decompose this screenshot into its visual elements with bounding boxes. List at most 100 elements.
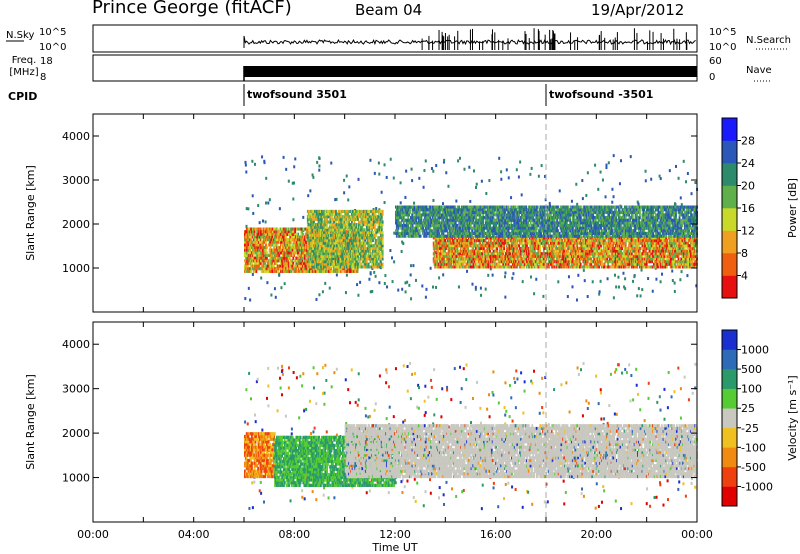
echo-cell [289, 232, 292, 236]
echo-cell [326, 260, 329, 264]
echo-cell [303, 261, 306, 265]
echo-cell [312, 175, 315, 179]
echo-cell [457, 159, 460, 163]
echo-cell [605, 163, 608, 167]
echo-cell [322, 241, 325, 245]
echo-cell [297, 227, 300, 231]
echo-cell [306, 254, 309, 258]
echo-cell [256, 264, 259, 268]
echo-cell [311, 252, 314, 256]
echo-cell [326, 246, 329, 250]
echo-cell [301, 269, 304, 273]
echo-cell [349, 231, 351, 235]
echo-cell [488, 179, 491, 183]
echo-cell [251, 159, 254, 163]
echo-cell [293, 253, 296, 257]
echo-cell [598, 292, 601, 296]
echo-cell [339, 215, 342, 219]
echo-cell [371, 289, 374, 293]
echo-cell [293, 264, 296, 268]
echo-cell [442, 202, 445, 206]
echo-cell [274, 243, 277, 247]
echo-cell [279, 264, 281, 268]
echo-cell [325, 215, 328, 219]
echo-cell [313, 220, 315, 224]
echo-cell [320, 225, 322, 229]
echo-cell [318, 252, 321, 256]
echo-cell [273, 227, 276, 231]
echo-cell [675, 164, 678, 168]
echo-cell [321, 212, 324, 216]
echo-cell [408, 283, 411, 287]
echo-cell [543, 239, 546, 243]
echo-cell [312, 212, 314, 216]
echo-cell [311, 225, 314, 229]
echo-cell [438, 276, 441, 280]
echo-cell [343, 209, 346, 213]
echo-cell [328, 246, 331, 250]
echo-cell [322, 249, 325, 253]
echo-cell [336, 241, 339, 245]
echo-cell [329, 249, 332, 253]
echo-cell [320, 244, 322, 248]
echo-cell [309, 189, 312, 193]
echo-cell [516, 252, 519, 256]
echo-cell [349, 260, 351, 264]
echo-cell [435, 164, 438, 168]
echo-cell [285, 235, 288, 239]
echo-cell [368, 265, 371, 269]
echo-cell [306, 265, 309, 269]
echo-cell [296, 232, 298, 236]
echo-cell [299, 261, 302, 265]
echo-cell [333, 217, 336, 221]
echo-cell [251, 248, 254, 252]
echo-cell [329, 209, 332, 213]
echo-cell [244, 261, 247, 265]
echo-cell [680, 270, 683, 274]
echo-cell [429, 266, 432, 270]
echo-cell [341, 233, 344, 237]
echo-cell [295, 267, 297, 271]
echo-cell [251, 272, 254, 276]
echo-cell [296, 256, 299, 260]
echo-cell [335, 273, 338, 277]
echo-cell [293, 232, 296, 236]
echo-cell [496, 246, 498, 250]
echo-cell [315, 262, 318, 266]
echo-cell [314, 262, 317, 266]
echo-cell [331, 249, 334, 253]
echo-cell [259, 261, 262, 265]
echo-cell [364, 238, 367, 242]
echo-cell [320, 228, 322, 232]
echo-cell [314, 215, 317, 219]
echo-cell [310, 212, 313, 216]
echo-cell [314, 246, 316, 250]
echo-cell [282, 238, 285, 242]
echo-cell [298, 267, 301, 271]
echo-cell [332, 231, 335, 235]
echo-cell [248, 269, 251, 273]
echo-cell [322, 252, 325, 256]
echo-cell [310, 217, 313, 221]
echo-cell [274, 248, 277, 252]
echo-cell [326, 212, 329, 216]
echo-cell [333, 249, 336, 253]
echo-cell [356, 269, 359, 273]
echo-cell [307, 244, 310, 248]
echo-cell [263, 159, 266, 163]
echo-cell [533, 292, 536, 296]
echo-cell [679, 278, 682, 282]
echo-cell [244, 232, 246, 236]
echo-cell [266, 281, 269, 285]
echo-cell [336, 212, 339, 216]
echo-cell [485, 265, 488, 269]
echo-cell [248, 256, 251, 260]
echo-cell [409, 273, 412, 277]
echo-cell [322, 231, 325, 235]
echo-cell [254, 251, 257, 255]
echo-cell [384, 274, 387, 278]
echo-cell [389, 249, 392, 253]
echo-cell [358, 260, 361, 264]
echo-cell [456, 265, 459, 269]
echo-cell [636, 294, 639, 298]
